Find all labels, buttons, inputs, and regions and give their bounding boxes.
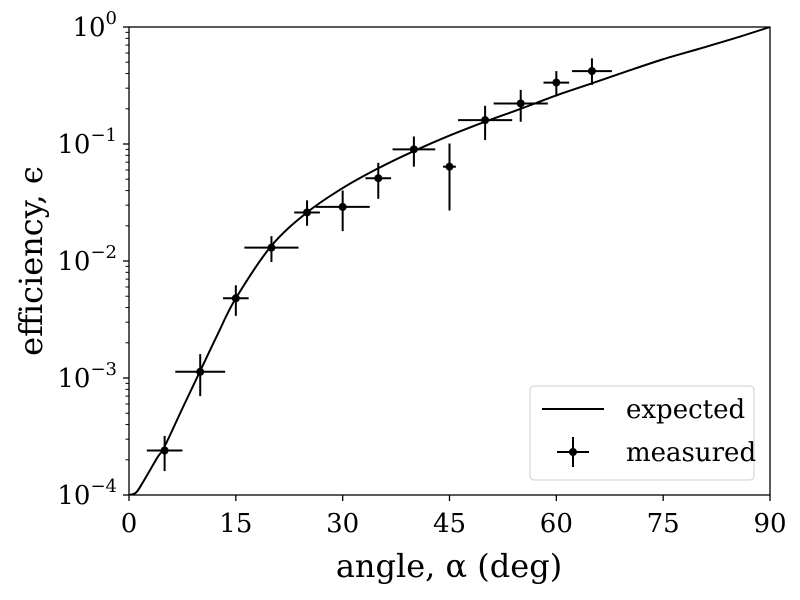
point-marker bbox=[338, 202, 347, 211]
measured-point bbox=[146, 435, 183, 472]
point-marker bbox=[196, 367, 205, 376]
legend-measured-label: measured bbox=[626, 438, 756, 468]
legend-expected-label: expected bbox=[626, 395, 745, 425]
y-tick-label: 10−1 bbox=[57, 125, 117, 160]
measured-point bbox=[543, 71, 570, 97]
point-marker bbox=[231, 294, 240, 303]
measured-point bbox=[458, 105, 513, 141]
x-tick-label: 90 bbox=[753, 509, 786, 539]
y-tick-label: 100 bbox=[72, 8, 117, 43]
measured-point bbox=[443, 143, 456, 211]
y-tick-label: 10−2 bbox=[57, 242, 117, 277]
measured-point bbox=[315, 190, 370, 232]
measured-point bbox=[572, 58, 612, 85]
measured-points bbox=[146, 58, 612, 472]
measured-point bbox=[392, 136, 436, 167]
point-marker bbox=[267, 243, 276, 252]
point-marker bbox=[481, 116, 490, 125]
point-marker bbox=[160, 446, 169, 455]
measured-point bbox=[493, 89, 548, 122]
plot-frame bbox=[128, 26, 771, 496]
x-tick-label: 15 bbox=[219, 509, 252, 539]
x-axis-ticks: 0 15 30 45 60 75 90 bbox=[121, 495, 787, 539]
measured-point bbox=[294, 200, 320, 226]
measured-point bbox=[223, 285, 249, 316]
measured-point bbox=[365, 162, 392, 199]
expected-curve bbox=[129, 27, 770, 495]
plot-area bbox=[129, 27, 770, 495]
x-tick-label: 30 bbox=[326, 509, 359, 539]
measured-point bbox=[244, 236, 299, 263]
y-tick-label: 10−3 bbox=[57, 359, 117, 394]
point-marker bbox=[445, 162, 454, 171]
point-marker bbox=[409, 145, 418, 154]
x-axis-label: angle, α (deg) bbox=[336, 547, 562, 585]
point-marker bbox=[552, 78, 561, 87]
y-axis-ticks: 10−4 10−3 10−2 10−1 100 bbox=[57, 8, 129, 511]
legend-measured-swatch bbox=[557, 437, 589, 467]
x-tick-label: 60 bbox=[540, 509, 573, 539]
x-tick-label: 0 bbox=[121, 509, 138, 539]
y-tick-label: 10−4 bbox=[57, 476, 117, 511]
y-axis-label: efficiency, ϵ bbox=[12, 166, 50, 356]
legend: expected measured bbox=[529, 385, 756, 481]
x-tick-label: 45 bbox=[433, 509, 466, 539]
point-marker bbox=[303, 208, 312, 217]
measured-point bbox=[175, 354, 226, 397]
point-marker bbox=[516, 99, 525, 108]
point-marker bbox=[587, 67, 596, 76]
point-marker bbox=[374, 174, 383, 183]
x-tick-label: 75 bbox=[647, 509, 680, 539]
